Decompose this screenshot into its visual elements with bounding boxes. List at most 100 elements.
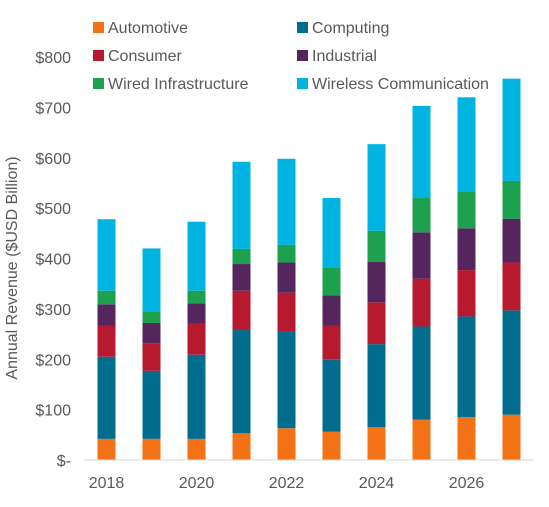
bar-segment <box>367 144 386 231</box>
legend-item: Wired Infrastructure <box>93 76 249 93</box>
y-tick-label: $700 <box>35 100 71 117</box>
bar-segment <box>322 325 341 360</box>
bar-segment <box>232 248 251 265</box>
legend-label: Wired Infrastructure <box>108 76 249 93</box>
bar-segment <box>97 290 116 305</box>
bar-segment <box>277 262 296 293</box>
bar-segment <box>412 105 431 199</box>
bar-stack-2023 <box>322 198 341 460</box>
bar-segment <box>142 322 161 344</box>
bar-stack-2018 <box>97 219 116 460</box>
bar-segment <box>232 433 251 460</box>
bars <box>97 78 521 460</box>
bar-segment <box>457 228 476 271</box>
legend-swatch <box>297 22 308 33</box>
bar-stack-2020 <box>187 221 206 460</box>
legend-swatch <box>93 22 104 33</box>
bar-segment <box>232 161 251 249</box>
bar-segment <box>412 198 431 233</box>
bar-segment <box>277 292 296 332</box>
bar-segment <box>187 221 206 291</box>
bar-segment <box>367 427 386 460</box>
y-axis: $- $100 $200 $300 $400 $500 $600 $700 $800 <box>35 50 71 470</box>
y-axis-label: Annual Revenue ($USD Billion) <box>4 156 21 379</box>
bar-segment <box>322 295 341 326</box>
x-tick-label: 2024 <box>359 475 395 492</box>
bar-segment <box>412 278 431 327</box>
bar-segment <box>502 414 521 460</box>
bar-segment <box>97 304 116 326</box>
y-tick-label: $500 <box>35 201 71 218</box>
bar-stack-2024 <box>367 144 386 460</box>
legend-item: Industrial <box>297 48 377 65</box>
bar-segment <box>322 267 341 296</box>
x-tick-label: 2018 <box>89 475 125 492</box>
bar-segment <box>232 330 251 434</box>
legend-swatch <box>297 78 308 89</box>
bar-segment <box>232 264 251 291</box>
bar-segment <box>97 219 116 291</box>
bar-segment <box>502 262 521 311</box>
y-tick-label: $- <box>57 453 71 470</box>
bar-segment <box>187 303 206 324</box>
legend-item: Automotive <box>93 20 188 37</box>
bar-stack-2025 <box>412 105 431 460</box>
bar-segment <box>367 344 386 428</box>
bar-segment <box>187 290 206 304</box>
legend-swatch <box>93 78 104 89</box>
legend-label: Industrial <box>312 48 377 65</box>
legend-item: Computing <box>297 20 389 37</box>
bar-segment <box>457 192 476 229</box>
x-tick-label: 2020 <box>179 475 215 492</box>
bar-stack-2026 <box>457 97 476 460</box>
bar-segment <box>367 262 386 303</box>
y-tick-label: $100 <box>35 403 71 420</box>
x-tick-label: 2022 <box>269 475 305 492</box>
bar-segment <box>142 343 161 371</box>
x-tick-label: 2026 <box>449 475 485 492</box>
bar-segment <box>187 323 206 355</box>
bar-segment <box>97 356 116 439</box>
bar-stack-2027 <box>502 78 521 460</box>
bar-segment <box>277 158 296 245</box>
y-tick-label: $600 <box>35 151 71 168</box>
bar-stack-2019 <box>142 248 161 460</box>
bar-segment <box>457 97 476 192</box>
y-tick-label: $200 <box>35 352 71 369</box>
bar-segment <box>142 248 161 312</box>
bar-segment <box>187 354 206 439</box>
legend-label: Automotive <box>108 20 188 37</box>
bar-segment <box>412 326 431 420</box>
bar-segment <box>97 325 116 357</box>
bar-stack-2022 <box>277 158 296 460</box>
legend-item: Consumer <box>93 48 182 65</box>
bar-segment <box>367 230 386 263</box>
y-tick-label: $400 <box>35 252 71 269</box>
bar-segment <box>412 232 431 279</box>
legend-swatch <box>297 50 308 61</box>
bar-segment <box>457 417 476 460</box>
bar-segment <box>502 218 521 263</box>
bar-segment <box>277 428 296 460</box>
legend-label: Wireless Communication <box>312 76 489 93</box>
bar-segment <box>142 438 161 460</box>
bar-segment <box>367 302 386 345</box>
bar-segment <box>232 290 251 331</box>
legend: Automotive Computing Consumer Industrial Wir… <box>93 20 489 93</box>
legend-item: Wireless Communication <box>297 76 489 93</box>
bar-segment <box>457 316 476 418</box>
bar-segment <box>142 311 161 323</box>
bar-segment <box>502 310 521 415</box>
bar-stack-2021 <box>232 161 251 460</box>
bar-segment <box>97 438 116 460</box>
bar-segment <box>142 370 161 439</box>
bar-segment <box>457 270 476 317</box>
bar-segment <box>277 331 296 429</box>
bar-segment <box>322 198 341 268</box>
y-tick-label: $300 <box>35 302 71 319</box>
bar-segment <box>322 359 341 432</box>
y-tick-label: $800 <box>35 50 71 67</box>
bar-segment <box>502 180 521 219</box>
legend-label: Consumer <box>108 48 182 65</box>
